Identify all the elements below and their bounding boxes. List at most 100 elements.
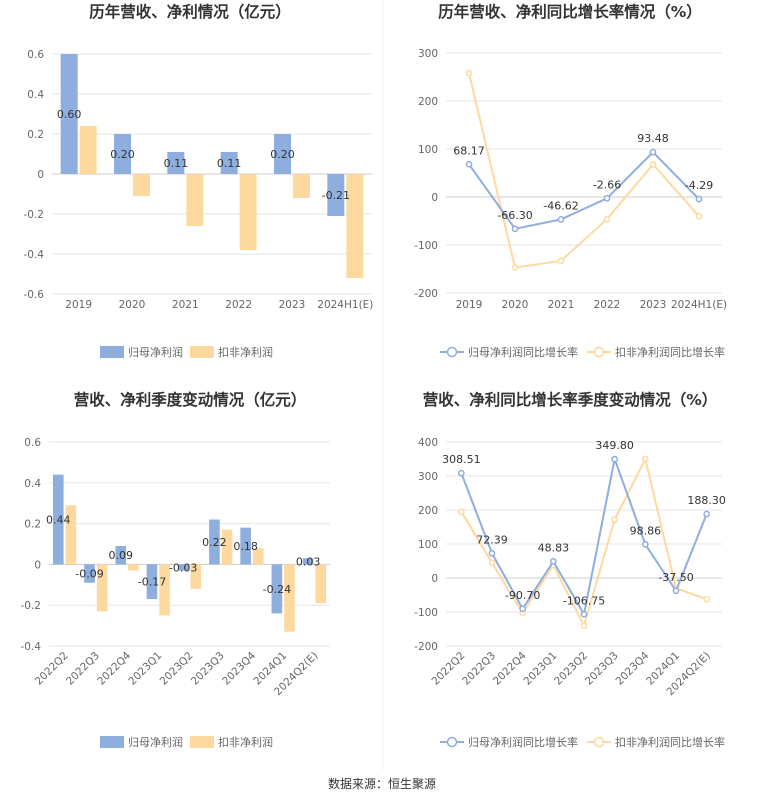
quarterly-profit-data-label: -0.24	[263, 583, 291, 596]
quarterly-profit-legend-swatch	[190, 736, 214, 748]
annual-profit-bar-deducted-profit	[186, 174, 204, 226]
quarterly-profit-y-tick-label: 0.6	[24, 437, 41, 449]
quarterly-profit-legend-swatch	[100, 736, 124, 748]
annual-profit-x-tick-label: 2024H1(E)	[317, 299, 373, 311]
quarterly-growth-data-label: 349.80	[595, 439, 634, 452]
quarterly-growth-data-label: 98.86	[630, 524, 662, 537]
quarterly-growth-y-tick-label: 300	[418, 471, 438, 483]
annual-growth-x-tick-label: 2024H1(E)	[671, 299, 727, 311]
quarterly-growth-data-label: -90.70	[505, 589, 540, 602]
annual-profit-bar-net-profit	[60, 54, 78, 174]
annual-profit-data-label: 0.11	[217, 157, 242, 170]
annual-growth-y-tick-label: 300	[418, 48, 438, 60]
quarterly-profit-bar-deducted-profit	[252, 548, 264, 565]
annual-growth-data-label: -46.62	[543, 199, 578, 212]
annual-profit-y-tick-label: 0.6	[27, 49, 44, 61]
annual-growth-x-tick-label: 2023	[640, 299, 667, 311]
annual-profit-data-label: 0.20	[270, 148, 295, 161]
quarterly-profit-bar-deducted-profit	[315, 564, 327, 604]
data-source-text: 数据来源：恒生聚源	[328, 776, 436, 791]
annual-profit-legend-label: 归母净利润	[128, 345, 183, 359]
quarterly-growth-legend-marker	[446, 736, 458, 748]
quarterly-profit-bar-deducted-profit	[159, 564, 170, 616]
annual-growth-point	[603, 194, 611, 202]
quarterly-growth-point	[611, 516, 619, 523]
annual-growth-point	[649, 161, 657, 168]
annual-profit-chart: 历年营收、净利情况（亿元） -0.6 -0.4 -0.2 0 0.2 0.4 0.6 2019 2…	[24, 2, 374, 359]
annual-profit-bar-deducted-profit	[133, 174, 150, 196]
annual-growth-x-tick-label: 2021	[548, 299, 575, 311]
annual-growth-x-tick-label: 2019	[456, 299, 483, 311]
annual-profit-y-tick-label: 0.2	[27, 129, 44, 141]
annual-growth-data-label: 93.48	[637, 132, 669, 145]
annual-profit-x-tick-label: 2019	[65, 299, 92, 311]
annual-profit-bar-net-profit	[327, 174, 345, 216]
quarterly-profit-bar-deducted-profit	[96, 564, 108, 612]
quarterly-growth-point	[549, 558, 557, 565]
quarterly-growth-legend-label: 归母净利润同比增长率	[468, 735, 578, 749]
quarterly-growth-point	[488, 559, 496, 567]
quarterly-profit-bar-net-profit	[177, 564, 189, 571]
quarterly-profit-bar-net-profit	[52, 474, 64, 565]
quarterly-growth-legend-marker	[593, 736, 605, 748]
quarterly-growth-data-label: 72.39	[476, 533, 508, 546]
quarterly-growth-point	[488, 550, 496, 557]
annual-growth-legend-label: 归母净利润同比增长率	[468, 345, 578, 359]
quarterly-profit-bar-deducted-profit	[65, 505, 77, 565]
annual-growth-y-tick-label: 0	[431, 192, 438, 204]
quarterly-growth-point	[672, 587, 680, 595]
quarterly-growth-data-label: 308.51	[442, 453, 481, 466]
quarterly-profit-data-label: 0.03	[296, 555, 321, 568]
quarterly-profit-x-tick-label: 2022Q4	[95, 649, 133, 687]
quarterly-growth-y-tick-label: 200	[418, 505, 438, 517]
annual-growth-point	[511, 264, 519, 271]
annual-profit-x-tick-label: 2020	[119, 299, 146, 311]
quarterly-growth-point	[457, 469, 465, 477]
annual-growth-point	[603, 215, 611, 223]
annual-profit-y-tick-label: 0	[37, 169, 44, 181]
quarterly-growth-point	[703, 510, 711, 518]
quarterly-growth-y-tick-label: 0	[431, 573, 438, 585]
annual-profit-bar-deducted-profit	[346, 174, 364, 278]
quarterly-growth-legend-label: 扣非净利润同比增长率	[615, 735, 725, 749]
annual-growth-data-label: -66.30	[497, 209, 532, 222]
quarterly-profit-data-label: -0.03	[169, 561, 197, 574]
quarterly-profit-bar-net-profit	[84, 564, 95, 583]
quarterly-profit-bar-net-profit	[302, 558, 314, 565]
quarterly-profit-title: 营收、净利季度变动情况（亿元）	[74, 390, 307, 409]
quarterly-growth-point	[703, 595, 711, 603]
annual-growth-y-tick-label: -200	[414, 288, 438, 300]
quarterly-profit-x-tick-label: 2022Q2	[33, 650, 71, 688]
annual-growth-point	[465, 69, 473, 77]
quarterly-profit-y-tick-label: 0.2	[24, 519, 41, 531]
annual-growth-line-net-profit-growth	[468, 150, 700, 230]
annual-growth-data-label: 68.17	[453, 144, 485, 157]
quarterly-profit-bar-net-profit	[209, 519, 220, 565]
quarterly-profit-data-label: -0.09	[75, 568, 103, 581]
quarterly-growth-point	[580, 622, 588, 629]
annual-profit-x-tick-label: 2023	[279, 299, 306, 311]
annual-growth-y-tick-label: 200	[418, 96, 438, 108]
annual-profit-y-tick-label: -0.2	[24, 209, 45, 221]
quarterly-growth-y-tick-label: 100	[418, 539, 438, 551]
quarterly-growth-y-tick-label: -200	[414, 641, 438, 653]
quarterly-profit-data-label: 0.44	[46, 514, 71, 527]
quarterly-profit-y-tick-label: 0.4	[24, 478, 41, 490]
annual-profit-legend-swatch	[190, 346, 214, 358]
annual-profit-bar-deducted-profit	[293, 174, 310, 198]
annual-profit-bar-net-profit	[167, 152, 185, 174]
annual-growth-legend-marker	[446, 346, 458, 358]
quarterly-profit-x-tick-label: 2022Q3	[64, 650, 102, 688]
annual-growth-point	[695, 195, 703, 203]
annual-growth-point	[511, 225, 519, 233]
annual-profit-legend-label: 扣非净利润	[218, 345, 273, 359]
annual-growth-legend-marker	[593, 346, 605, 358]
annual-profit-y-tick-label: -0.4	[24, 249, 45, 261]
annual-growth-chart: 历年营收、净利同比增长率情况（%） -200 -100 0 100 200 300 2019 2…	[414, 2, 727, 359]
quarterly-growth-point	[457, 508, 465, 516]
quarterly-growth-data-label: -106.75	[563, 594, 605, 607]
quarterly-profit-y-tick-label: -0.4	[21, 641, 42, 653]
quarterly-profit-data-label: 0.09	[108, 549, 133, 562]
annual-growth-y-tick-label: 100	[418, 144, 438, 156]
